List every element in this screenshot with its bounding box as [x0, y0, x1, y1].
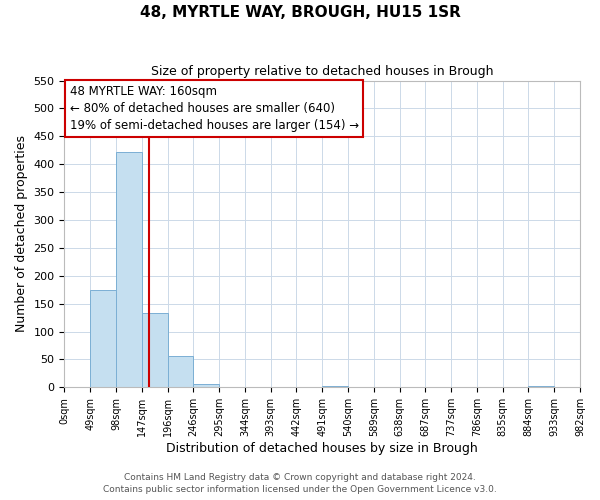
- X-axis label: Distribution of detached houses by size in Brough: Distribution of detached houses by size …: [166, 442, 478, 455]
- Text: 48 MYRTLE WAY: 160sqm
← 80% of detached houses are smaller (640)
19% of semi-det: 48 MYRTLE WAY: 160sqm ← 80% of detached …: [70, 85, 359, 132]
- Bar: [193, 384, 219, 388]
- Text: 48, MYRTLE WAY, BROUGH, HU15 1SR: 48, MYRTLE WAY, BROUGH, HU15 1SR: [140, 5, 460, 20]
- Bar: [529, 386, 554, 388]
- Bar: [90, 290, 116, 388]
- Y-axis label: Number of detached properties: Number of detached properties: [15, 136, 28, 332]
- Title: Size of property relative to detached houses in Brough: Size of property relative to detached ho…: [151, 65, 493, 78]
- Bar: [322, 386, 348, 388]
- Bar: [142, 312, 167, 388]
- Text: Contains HM Land Registry data © Crown copyright and database right 2024.
Contai: Contains HM Land Registry data © Crown c…: [103, 473, 497, 494]
- Bar: [116, 152, 142, 388]
- Bar: [167, 356, 193, 388]
